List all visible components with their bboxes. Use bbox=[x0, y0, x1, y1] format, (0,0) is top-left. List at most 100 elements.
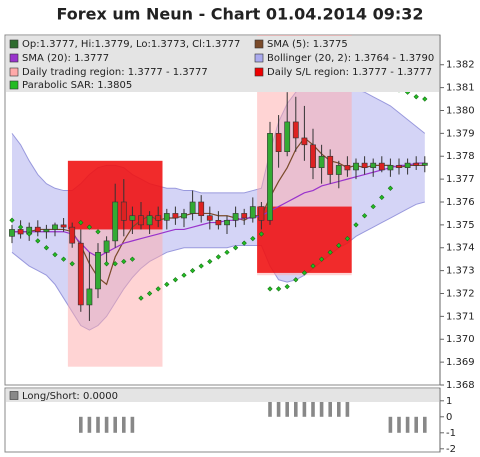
candle-body bbox=[387, 165, 394, 171]
long-short-bar bbox=[302, 400, 307, 417]
sar-dot bbox=[215, 254, 222, 260]
sar-dot bbox=[138, 295, 144, 301]
sar-dot bbox=[155, 286, 161, 292]
long-short-bar bbox=[311, 400, 315, 417]
candle-body bbox=[318, 155, 325, 168]
sar-dot bbox=[275, 286, 282, 292]
main-plot: 1.368 1.369 1.370 1.371 1.372 1.373 1.374 1.375… bbox=[6, 35, 475, 391]
sar-dot bbox=[370, 203, 376, 210]
sar-dot bbox=[284, 284, 290, 290]
y-tick-label: 1.382 bbox=[446, 60, 475, 71]
candle-body bbox=[146, 215, 153, 226]
sar-dot bbox=[172, 277, 179, 283]
long-short-bar bbox=[79, 416, 83, 433]
sar-dot bbox=[69, 261, 75, 267]
sar-dot bbox=[207, 258, 213, 265]
long-short-bar bbox=[345, 400, 350, 417]
candle-body bbox=[404, 162, 411, 168]
candle-body bbox=[60, 224, 67, 228]
legend-box bbox=[6, 36, 439, 92]
legend-label: Op:1.3777, Hi:1.3779, Lo:1.3773, Cl:1.37… bbox=[22, 39, 240, 50]
long-short-bar bbox=[130, 416, 135, 433]
candle-body bbox=[138, 215, 144, 226]
sar-dot bbox=[327, 249, 333, 255]
sar-dot bbox=[60, 256, 67, 262]
candle-body bbox=[155, 215, 162, 221]
candle-body bbox=[112, 201, 119, 242]
y-tick-label: 1.375 bbox=[446, 220, 475, 231]
y-tick-label: -1 bbox=[446, 428, 456, 439]
candle-body bbox=[129, 215, 136, 221]
candle-body bbox=[232, 213, 239, 221]
legend-swatch bbox=[9, 53, 19, 63]
sar-dot bbox=[267, 286, 273, 292]
long-short-bar bbox=[122, 416, 126, 433]
candle-body bbox=[95, 252, 101, 290]
sar-dot bbox=[78, 219, 84, 226]
legend-swatch bbox=[9, 80, 19, 90]
candle-body bbox=[396, 165, 402, 168]
sar-dot bbox=[121, 258, 127, 265]
legend-swatch bbox=[254, 39, 264, 49]
candle-body bbox=[77, 242, 84, 306]
candle-body bbox=[353, 162, 359, 171]
sar-dot bbox=[422, 96, 428, 102]
sar-dot bbox=[353, 222, 359, 228]
y-tick-label: 1.372 bbox=[446, 288, 475, 299]
sar-dot bbox=[43, 245, 50, 251]
sar-dot bbox=[293, 277, 299, 283]
sar-dot bbox=[413, 94, 419, 100]
legend-label: Bollinger (20, 2): 1.3764 - 1.3790 bbox=[267, 53, 434, 64]
candle-body bbox=[292, 121, 299, 139]
candle-body bbox=[275, 133, 282, 152]
candle-body bbox=[34, 226, 41, 233]
long-short-bar bbox=[294, 400, 298, 417]
sar-dot bbox=[52, 251, 58, 258]
candle-body bbox=[181, 213, 187, 219]
candle-body bbox=[361, 162, 368, 168]
candle-body bbox=[301, 137, 308, 146]
legend-swatch bbox=[9, 391, 19, 400]
y-tick-label: 1 bbox=[446, 396, 452, 407]
sar-dot bbox=[387, 185, 394, 191]
long-short-bar bbox=[285, 400, 289, 417]
legend-label: Daily S/L region: 1.3777 - 1.3777 bbox=[267, 67, 432, 78]
sar-dot bbox=[344, 235, 351, 242]
candle-body bbox=[249, 206, 256, 219]
sar-dot bbox=[112, 261, 118, 267]
sar-dot bbox=[95, 229, 101, 235]
sar-dot bbox=[103, 261, 110, 267]
y-tick-label: 0 bbox=[446, 412, 452, 423]
y-tick-label: 1.380 bbox=[446, 105, 475, 116]
long-short-bar bbox=[388, 416, 393, 433]
long-short-bar bbox=[104, 416, 109, 433]
candle-body bbox=[224, 219, 230, 226]
sar-dot bbox=[224, 249, 230, 255]
legend-swatch bbox=[254, 53, 264, 63]
candle-body bbox=[198, 201, 205, 217]
candle-body bbox=[310, 144, 316, 168]
candle-body bbox=[69, 226, 76, 244]
chart-title: Forex um Neun - Chart 01.04.2014 09:32 bbox=[56, 5, 423, 24]
sar-dot bbox=[35, 238, 41, 244]
candle-body bbox=[120, 201, 127, 221]
sar-dot bbox=[258, 231, 265, 237]
sar-dot bbox=[86, 224, 93, 230]
y-tick-label: 1.378 bbox=[446, 151, 475, 162]
sar-dot bbox=[146, 290, 153, 297]
legend-swatch bbox=[9, 67, 19, 77]
candle-body bbox=[258, 206, 265, 221]
candle-body bbox=[284, 121, 291, 152]
long-short-bar bbox=[113, 416, 117, 433]
sar-dot bbox=[17, 224, 24, 230]
candle-body bbox=[335, 165, 342, 175]
legend-box bbox=[6, 389, 439, 402]
candle-body bbox=[344, 165, 351, 171]
sub-plot: 1 0 -1 -2 Long/Short: 0.0000 bbox=[6, 388, 456, 455]
y-tick-label: 1.379 bbox=[446, 128, 475, 139]
long-short-bar bbox=[414, 416, 418, 433]
candle-body bbox=[52, 224, 58, 230]
legend-swatch bbox=[9, 39, 19, 49]
candle-body bbox=[215, 219, 222, 226]
